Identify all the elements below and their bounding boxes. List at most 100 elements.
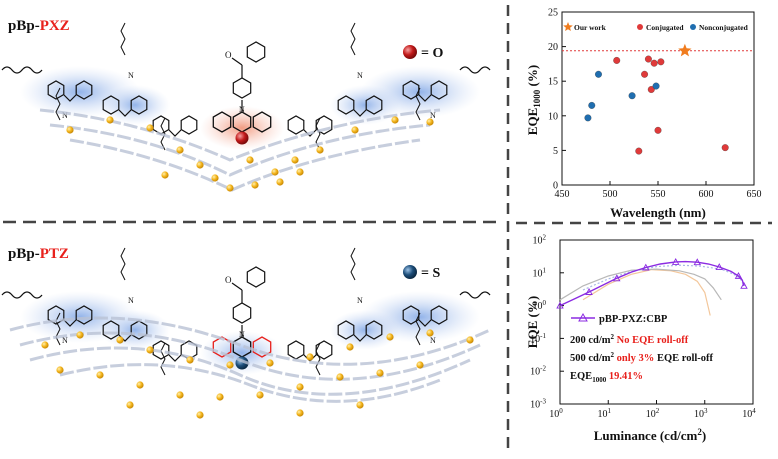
log-y-tick-exponent: -2 [540,365,546,373]
electron-ball-16 [216,393,224,401]
carbazole-1-pyrrole [118,109,132,117]
log-x-tick-label: 100 [549,407,563,420]
electron-ball-5 [226,361,234,369]
series-line-main [559,260,745,307]
pendant-phenyl [232,302,252,324]
carbazole-3-ring-a [287,115,305,135]
electron-ball-18 [296,383,304,391]
core-ring-right [252,111,272,133]
sulfur-atom-icon [403,265,417,279]
electron-ball-16 [276,178,284,186]
carbazole-0-ring-b [75,80,93,100]
electron-ball-14 [161,171,169,179]
log-x-axis-label: Luminance (cd/cm2) [594,427,706,443]
electron-ball-0 [41,341,49,349]
data-point-nonconjugated [652,82,660,90]
legend-circle-marker [637,24,643,30]
data-point-nonconjugated [588,101,596,109]
annotation-2-highlight: only 3% [617,353,655,364]
alkyl-chain-0 [120,22,126,56]
electron-ball-3 [146,346,154,354]
carbazole-2-ring-a [152,340,170,360]
carbazole-5-ring-b [430,305,448,325]
log-y-axis-label: EQE (%) [525,296,540,348]
data-point-nonconjugated [628,92,636,100]
annotation-1-highlight: No EQE roll-off [617,335,689,346]
nitrogen-label-0: N [128,71,134,80]
electron-ball-4 [196,161,204,169]
data-point-conjugated [657,58,665,66]
right-inner-halo [330,85,400,125]
series-triangle-marker [612,274,621,282]
electron-ball-10 [316,146,324,154]
nitrogen-label-2: N [62,336,68,345]
legend-triangle-marker [578,312,588,322]
scatter-x-tick-label: 550 [651,189,666,200]
data-point-conjugated [654,126,662,134]
scatter-y-tick-label: 25 [548,8,558,19]
electron-ball-12 [56,366,64,374]
log-x-tick-exponent: 1 [608,407,612,415]
electron-ball-9 [386,333,394,341]
electron-ball-0 [66,126,74,134]
data-point-conjugated [635,147,643,155]
left-inner-halo [100,310,170,350]
alkyl-chain-3 [415,87,421,121]
log-y-tick-label: 101 [533,266,547,279]
electron-ball-23 [196,411,204,419]
grey-chain-0 [9,316,491,366]
electron-ball-14 [136,381,144,389]
log-y-tick-exponent: 2 [543,234,547,242]
electron-ball-5 [211,174,219,182]
log-x-axis-label-sup: 2 [697,427,702,437]
right-inner-halo [330,310,400,350]
log-y-tick-label: 102 [533,234,547,247]
oxygen-atom-icon [403,45,417,59]
top-title-accent: PXZ [40,18,70,34]
electron-ball-1 [76,331,84,339]
electron-ball-17 [256,391,264,399]
carbazole-2-pyrrole [168,354,182,362]
core-ring-right [252,336,272,358]
electron-ball-7 [251,181,259,189]
alkyl-chain-0 [120,247,126,281]
electron-ball-2 [146,124,154,132]
log-x-tick-exponent: 0 [559,407,563,415]
annotation-1-lead: 200 cd/m [570,335,611,346]
series-line-reference [582,268,711,316]
electron-ball-8 [271,168,279,176]
log-y-tick-exponent: -1 [540,332,546,340]
scatter-x-tick-label: 650 [747,189,762,200]
carbazole-4-pyrrole [353,334,367,342]
carbonyl-oxygen-bond [231,57,243,66]
heteroatom-ball [235,131,249,145]
log-x-tick-label: 103 [694,407,708,420]
annotation-3-lead: EQE [570,371,592,382]
carbazole-3-ring-b [315,340,333,360]
scatter-x-axis-label: Wavelength (nm) [610,205,706,220]
annotation-1-sup: 2 [611,333,615,341]
carbazole-5-ring-a [402,305,420,325]
log-x-tick-exponent: 2 [656,407,660,415]
left-inner-halo [100,85,170,125]
nitrogen-label-2: N [62,111,68,120]
carbazole-0-pyrrole [63,94,77,102]
legend-star-marker [563,22,573,31]
carbazole-0-ring-b [75,305,93,325]
carbazole-4-ring-a [337,320,355,340]
grey-chain-3 [59,363,441,403]
series-triangle-marker [556,301,564,309]
series-line-reference [582,264,745,291]
electron-ball-12 [391,116,399,124]
eqe-wavelength-scatter-chart: 450 500 550 600 650 0 5 10 15 20 25 Our work Conjug… [525,8,762,221]
log-x-tick-exponent: 3 [704,407,708,415]
scatter-x-tick-label: 450 [555,189,570,200]
legend-label: Our work [574,23,607,32]
grey-chain-2 [29,346,471,396]
carbazole-1-ring-a [102,320,120,340]
core-halo [200,106,284,150]
electron-ball-20 [376,369,384,377]
nitrogen-label-0: N [128,296,134,305]
legend-series-name: pBP-PXZ:CBP [599,314,668,325]
pendant-phenyl [232,77,252,99]
